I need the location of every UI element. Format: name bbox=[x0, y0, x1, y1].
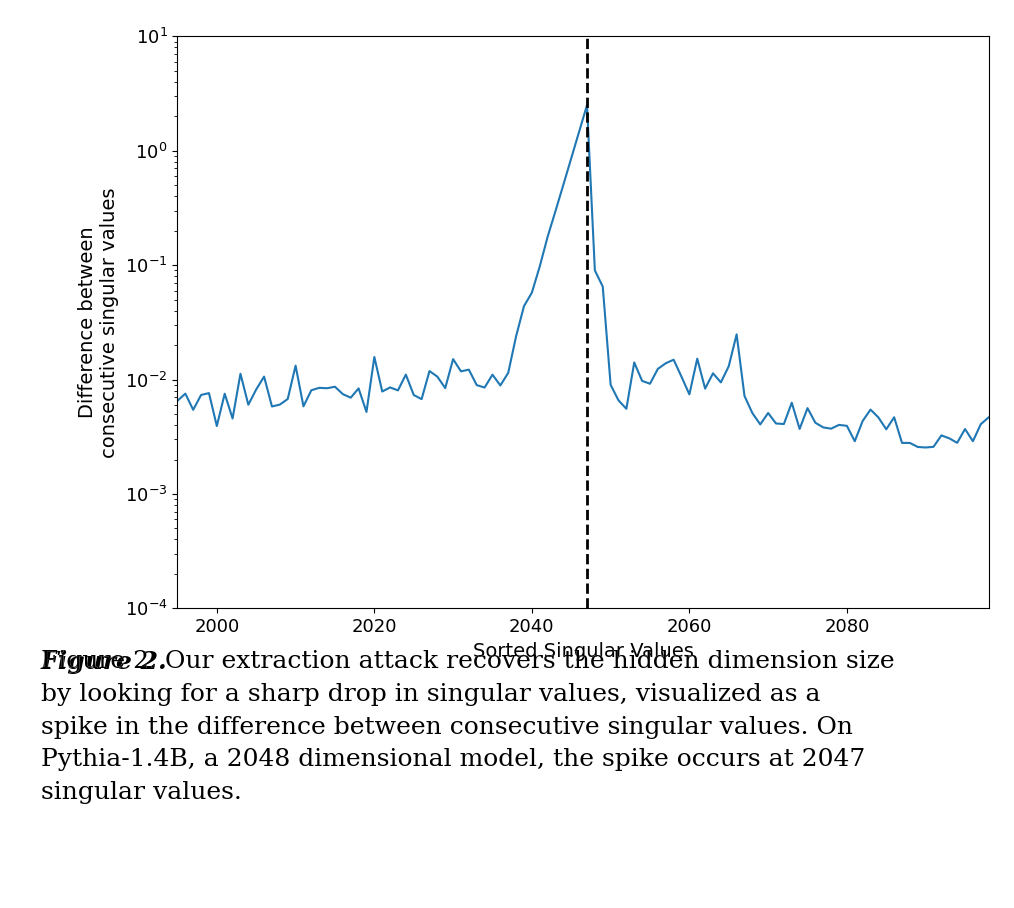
Text: Figure 2. Our extraction attack recovers the hidden dimension size by looking fo: Figure 2. Our extraction attack recovers… bbox=[41, 650, 954, 753]
X-axis label: Sorted Singular Values: Sorted Singular Values bbox=[473, 642, 694, 661]
Y-axis label: Difference between
consecutive singular values: Difference between consecutive singular … bbox=[78, 187, 120, 458]
Text: Figure 2.: Figure 2. bbox=[41, 650, 167, 674]
Text: Figure 2. Our extraction attack recovers the hidden dimension size
by looking fo: Figure 2. Our extraction attack recovers… bbox=[41, 650, 894, 804]
